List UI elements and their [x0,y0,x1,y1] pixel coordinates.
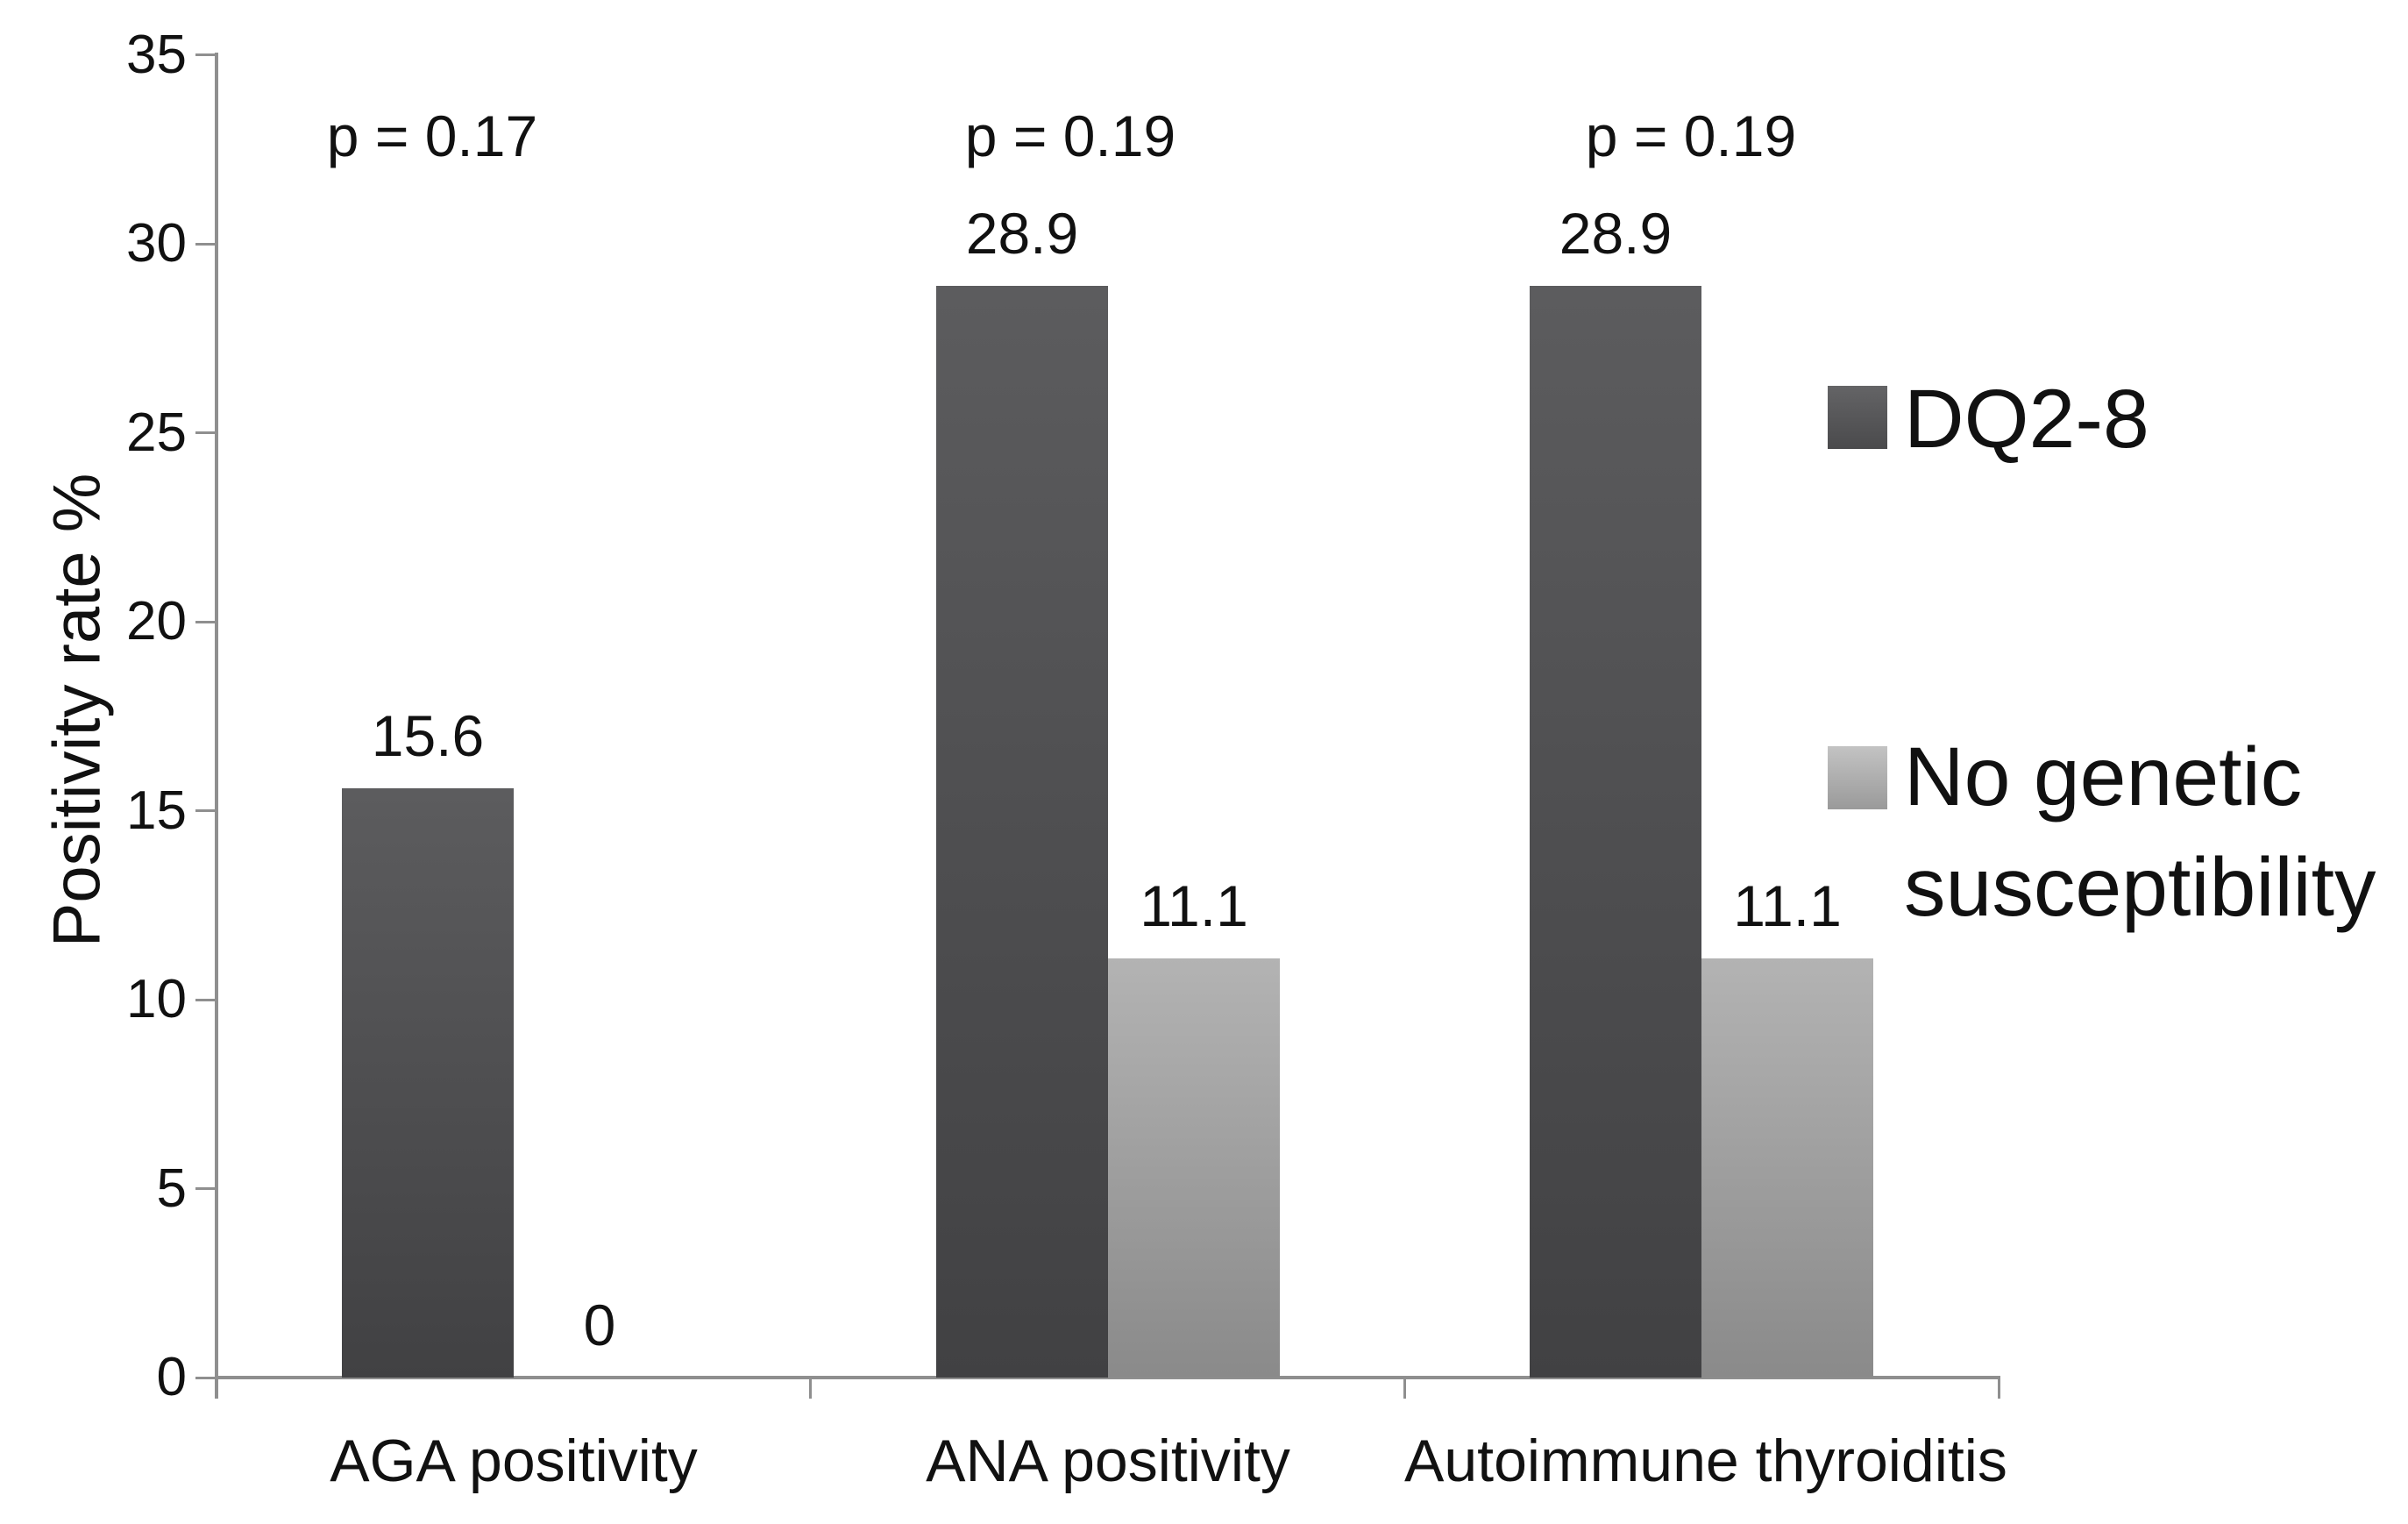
y-tick [195,431,215,434]
category-tick [1998,1376,2000,1399]
y-tick-label: 35 [126,25,187,85]
y-tick-label: 25 [126,402,187,463]
y-axis-line [215,53,218,1399]
y-tick [195,1187,215,1190]
category-label: ANA positivity [926,1428,1290,1494]
legend-label-no-genetic-susceptibility: No genetic susceptibility [1904,730,2376,934]
category-tick [1403,1376,1406,1399]
y-tick-label: 20 [126,591,187,652]
data-label: 28.9 [1559,201,1673,266]
bar-dq2-8-ana-positivity [936,286,1108,1378]
p-value-label: p = 0.19 [964,103,1176,168]
legend-swatch-dq2-8 [1828,386,1887,449]
y-tick-label: 0 [156,1347,187,1407]
data-label: 11.1 [1733,873,1842,938]
category-tick [809,1376,812,1399]
category-label: Autoimmune thyroiditis [1404,1428,2007,1494]
data-label: 28.9 [965,201,1079,266]
y-tick-label: 5 [156,1158,187,1219]
y-tick [195,621,215,623]
p-value-label: p = 0.17 [326,103,538,168]
y-tick-label: 30 [126,213,187,274]
legend-item-no-genetic-susceptibility: No genetic susceptibility [1828,722,2408,943]
p-value-label: p = 0.19 [1585,103,1797,168]
y-tick [195,999,215,1001]
category-label: AGA positivity [330,1428,698,1494]
legend-swatch-no-genetic-susceptibility [1828,746,1887,809]
y-tick [195,1377,215,1379]
bar-no-genetic-susceptibility-ana-positivity [1108,958,1280,1378]
legend-item-dq2-8: DQ2-8 [1828,364,2408,474]
y-tick-label: 10 [126,969,187,1029]
y-tick [195,53,215,56]
data-label: 11.1 [1140,873,1248,938]
y-tick-label: 15 [126,780,187,841]
bar-dq2-8-autoimmune-thyroiditis [1530,286,1701,1378]
bar-no-genetic-susceptibility-autoimmune-thyroiditis [1701,958,1873,1378]
y-tick [195,243,215,246]
legend-label-dq2-8: DQ2-8 [1904,373,2149,466]
data-label: 0 [583,1293,616,1357]
bar-dq2-8-aga-positivity [342,788,514,1378]
y-tick [195,809,215,812]
data-label: 15.6 [371,703,485,768]
x-axis-line [215,1376,2000,1379]
